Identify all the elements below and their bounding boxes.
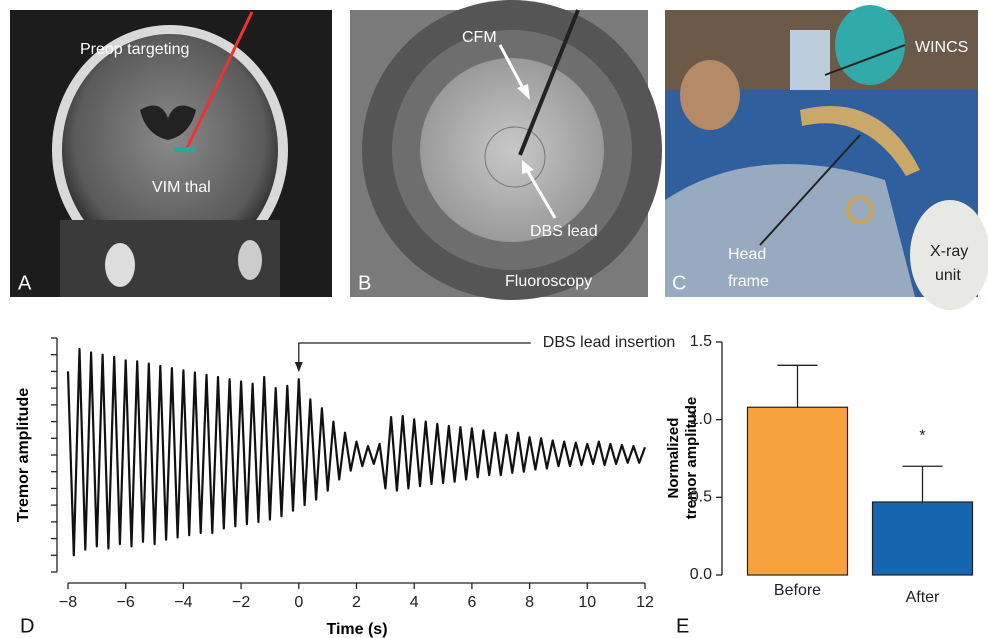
x-tick-label: After xyxy=(906,589,940,606)
image-label: X-ray xyxy=(930,243,968,260)
image-label: Preop targeting xyxy=(80,41,189,58)
bone xyxy=(105,243,135,287)
image-label: Fluoroscopy xyxy=(505,273,592,290)
image-label: unit xyxy=(935,267,961,284)
frame-ring xyxy=(484,126,546,188)
annotation-arrow-head xyxy=(294,362,303,372)
trajectory xyxy=(184,11,254,151)
bone xyxy=(238,240,262,280)
x-tick-label: Before xyxy=(774,582,821,599)
y-tick-label: 1.5 xyxy=(690,333,712,350)
x-tick-label: −2 xyxy=(232,594,250,611)
significance: * xyxy=(919,427,925,444)
person xyxy=(680,60,740,130)
brain xyxy=(62,34,278,266)
x-tick-label: −8 xyxy=(59,594,77,611)
x-tick-label: 12 xyxy=(636,594,654,611)
image-label: VIM thal xyxy=(152,179,211,196)
panel-b: CFM DBS lead Fluoroscopy B xyxy=(350,0,662,300)
trace xyxy=(66,348,647,557)
image-label: CFM xyxy=(462,29,497,46)
y-axis-label: Normalized xyxy=(665,418,682,499)
y-tick-label: 1.0 xyxy=(690,411,712,428)
panel-letter: B xyxy=(358,272,371,294)
drape xyxy=(665,164,915,297)
x-tick-label: −6 xyxy=(117,594,135,611)
bar xyxy=(871,501,974,576)
panel-c: WINCS Head frame X-ray unit C xyxy=(665,5,988,310)
bar xyxy=(746,406,849,576)
y-tick-label: 0.5 xyxy=(690,489,712,506)
image-label: DBS lead xyxy=(530,223,598,240)
image-label: frame xyxy=(728,273,769,290)
annotation: DBS lead insertion xyxy=(543,334,676,351)
device xyxy=(790,30,830,90)
image-label: Head xyxy=(728,246,766,263)
person xyxy=(835,5,905,85)
xray-unit xyxy=(910,200,988,310)
panel-letter: C xyxy=(672,272,686,294)
arrow-head xyxy=(522,160,534,174)
y-tick-label: 0.0 xyxy=(690,566,712,583)
ventricles xyxy=(140,105,196,140)
frame-post xyxy=(846,196,874,224)
panel-letter: A xyxy=(18,272,32,294)
x-tick-label: −4 xyxy=(174,594,192,611)
x-axis-label: Time (s) xyxy=(326,621,387,638)
x-tick-label: 0 xyxy=(294,594,303,611)
field xyxy=(420,58,604,242)
arc xyxy=(800,106,920,176)
x-tick-label: 4 xyxy=(410,594,419,611)
arrow xyxy=(759,134,861,246)
image-label: WINCS xyxy=(915,39,968,56)
arrow xyxy=(498,44,527,93)
panel-letter: E xyxy=(676,615,689,637)
annotation-arrow xyxy=(298,342,531,366)
y-axis-label: Tremor amplitude xyxy=(15,388,32,522)
x-tick-label: 10 xyxy=(578,594,596,611)
arrow xyxy=(525,169,557,219)
y-axis-label: tremor amplitude xyxy=(683,397,700,520)
x-tick-label: 6 xyxy=(467,594,476,611)
panel-letter: D xyxy=(20,615,34,637)
panel-a: Preop targeting VIM thal A xyxy=(10,10,332,297)
lead xyxy=(518,9,580,156)
target xyxy=(174,147,196,152)
arrow xyxy=(824,44,906,76)
x-tick-label: 8 xyxy=(525,594,534,611)
x-tick-label: 2 xyxy=(352,594,361,611)
arrow-head xyxy=(517,84,530,100)
